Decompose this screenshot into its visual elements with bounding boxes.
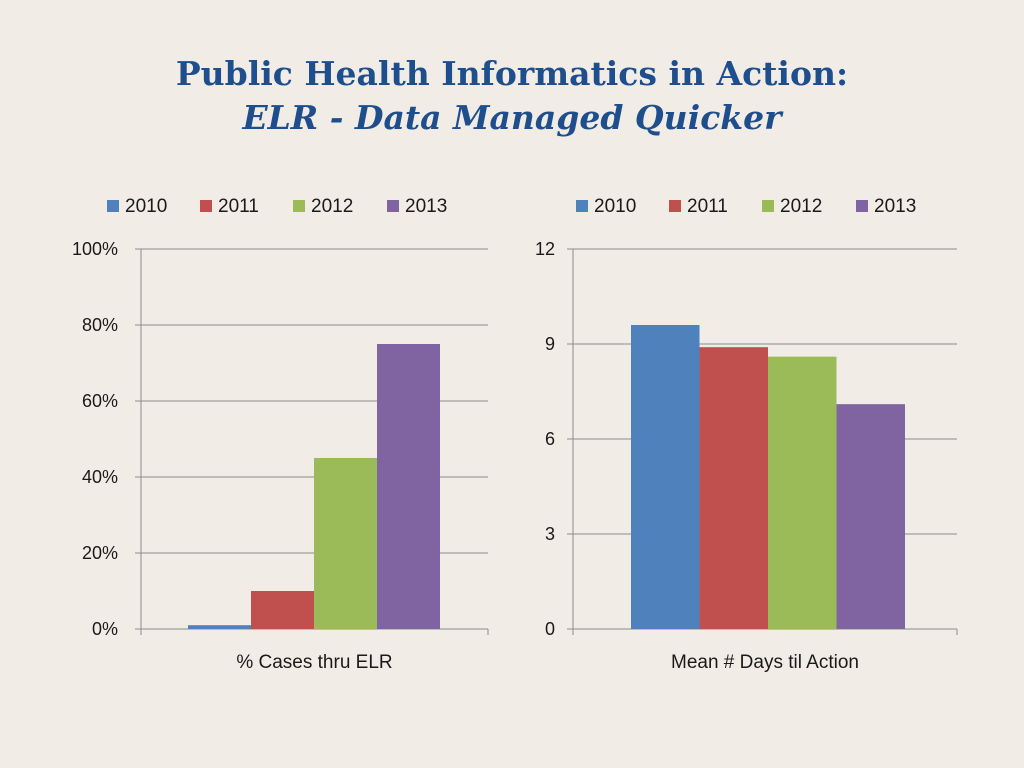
legend-label-2013: 2013	[874, 196, 916, 217]
legend-label-2012: 2012	[311, 196, 353, 217]
legend-swatch-2012	[293, 200, 305, 212]
legend-label-2010: 2010	[125, 196, 167, 217]
legend-swatch-2013	[387, 200, 399, 212]
y-tick-label: 40%	[82, 467, 118, 487]
legend-swatch-2011	[669, 200, 681, 212]
y-tick-label: 20%	[82, 543, 118, 563]
y-tick-label: 60%	[82, 391, 118, 411]
title-line-1: Public Health Informatics in Action:	[175, 54, 849, 93]
bar-2011	[251, 591, 314, 629]
legend-swatch-2012	[762, 200, 774, 212]
legend-swatch-2010	[576, 200, 588, 212]
bar-2012	[314, 458, 377, 629]
legend-swatch-2011	[200, 200, 212, 212]
bar-2013	[377, 344, 440, 629]
legend-label-2010: 2010	[594, 196, 636, 217]
x-axis-label: Mean # Days til Action	[671, 652, 859, 673]
y-tick-label: 3	[545, 524, 555, 544]
y-tick-label: 0%	[92, 619, 118, 639]
bar-2010	[188, 625, 251, 629]
chart-2: 0 3 6 9 12 Mean # Days til Action 2010 2011 2012…	[535, 196, 958, 673]
legend-label-2013: 2013	[405, 196, 447, 217]
y-tick-label: 0	[545, 619, 555, 639]
legend-label-2011: 2011	[218, 196, 259, 217]
legend-swatch-2013	[856, 200, 868, 212]
bar-2012	[768, 356, 837, 629]
legend-label-2012: 2012	[780, 196, 822, 217]
bar-2011	[699, 347, 768, 629]
slide-title: Public Health Informatics in Action: ELR…	[0, 52, 1024, 140]
legend: 2010 2011 2012 2013	[107, 196, 447, 217]
y-tick-label: 9	[545, 334, 555, 354]
legend: 2010 2011 2012 2013	[576, 196, 916, 217]
legend-swatch-2010	[107, 200, 119, 212]
y-tick-label: 6	[545, 429, 555, 449]
bar-2010	[631, 325, 700, 629]
y-tick-label: 100%	[72, 239, 118, 259]
title-line-2: ELR - Data Managed Quicker	[242, 98, 782, 137]
bar-2013	[836, 404, 905, 629]
y-tick-label: 80%	[82, 315, 118, 335]
y-tick-label: 12	[535, 239, 555, 259]
x-axis-label: % Cases thru ELR	[236, 652, 392, 673]
legend-label-2011: 2011	[687, 196, 728, 217]
